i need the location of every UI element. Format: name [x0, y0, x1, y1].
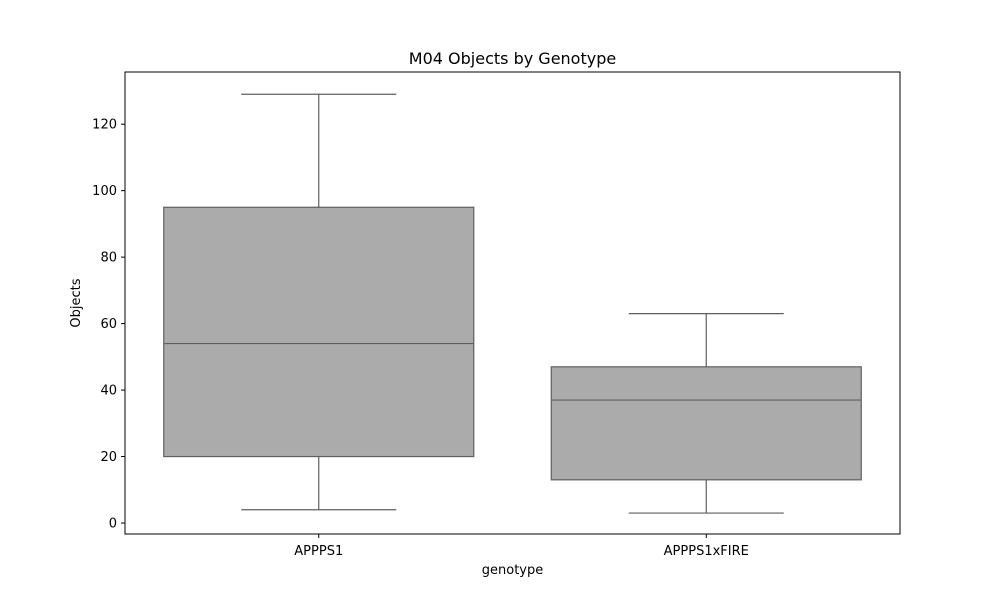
x-tick-label: APPPS1 — [294, 544, 343, 559]
y-tick-label: 0 — [109, 517, 117, 532]
x-axis-label: genotype — [482, 563, 543, 578]
y-tick-label: 40 — [100, 384, 117, 399]
box-iqr — [163, 206, 475, 458]
plot-area: 0 20 40 60 80 100 120 APPPS1 APPPS1xFIRE — [92, 71, 901, 559]
y-tick-label: 60 — [100, 317, 117, 332]
y-tick-label: 120 — [92, 118, 117, 133]
y-axis-label: Objects — [69, 278, 84, 327]
y-tick-label: 20 — [100, 450, 117, 465]
x-tick-label: APPPS1xFIRE — [664, 544, 749, 559]
axes-frame — [124, 71, 901, 535]
y-tick-label: 100 — [92, 184, 117, 199]
y-tick-label: 80 — [100, 251, 117, 266]
chart-title: M04 Objects by Genotype — [409, 49, 616, 68]
box-iqr — [550, 366, 862, 481]
